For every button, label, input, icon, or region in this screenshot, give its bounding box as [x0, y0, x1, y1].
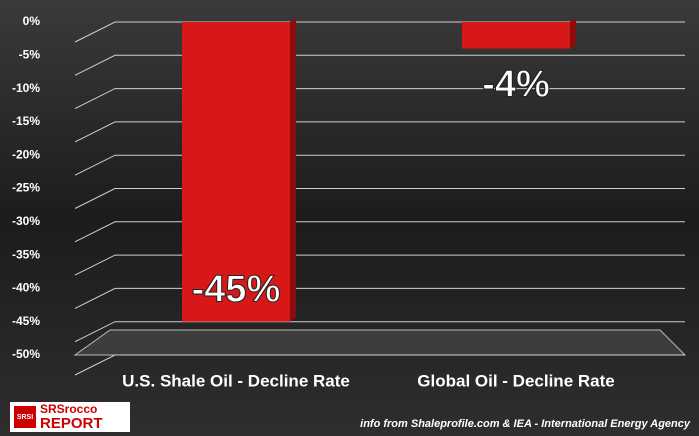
logo-badge	[14, 406, 36, 428]
x-tick-label: Global Oil - Decline Rate	[417, 371, 614, 390]
value-label: -4%	[482, 64, 550, 106]
grid-line	[74, 354, 685, 376]
grid-line	[74, 321, 685, 343]
y-tick-label: -20%	[12, 147, 40, 161]
bar-side	[570, 18, 576, 49]
grid-line	[74, 88, 685, 110]
x-tick-label: U.S. Shale Oil - Decline Rate	[122, 371, 350, 390]
y-tick-label: -15%	[12, 114, 40, 128]
y-tick-label: -5%	[19, 47, 41, 61]
y-tick-label: 0%	[23, 14, 41, 28]
grid-line	[74, 287, 685, 309]
logo-bottom: REPORT	[40, 415, 103, 432]
y-tick-label: -25%	[12, 181, 40, 195]
y-tick-label: -50%	[12, 347, 40, 361]
bar	[182, 22, 290, 322]
y-tick-label: -35%	[12, 247, 40, 261]
bar-side	[290, 18, 296, 322]
source-note: info from Shaleprofile.com & IEA - Inter…	[360, 418, 691, 430]
grid-line	[74, 254, 685, 276]
grid-line	[74, 121, 685, 143]
grid-line	[74, 54, 685, 76]
value-label: -45%	[192, 269, 281, 311]
grid-line	[74, 154, 685, 176]
logo-top: SRSrocco	[40, 402, 97, 416]
bar	[462, 22, 570, 49]
logo: SRSI SRSrocco REPORT	[10, 402, 130, 432]
y-tick-label: -10%	[12, 81, 40, 95]
grid-line	[74, 221, 685, 243]
grid-line	[74, 188, 685, 209]
y-tick-label: -45%	[12, 314, 40, 328]
y-tick-label: -30%	[12, 214, 40, 228]
logo-badge-text: SRSI	[17, 414, 33, 421]
floor	[73, 329, 687, 356]
y-tick-label: -40%	[12, 281, 40, 295]
